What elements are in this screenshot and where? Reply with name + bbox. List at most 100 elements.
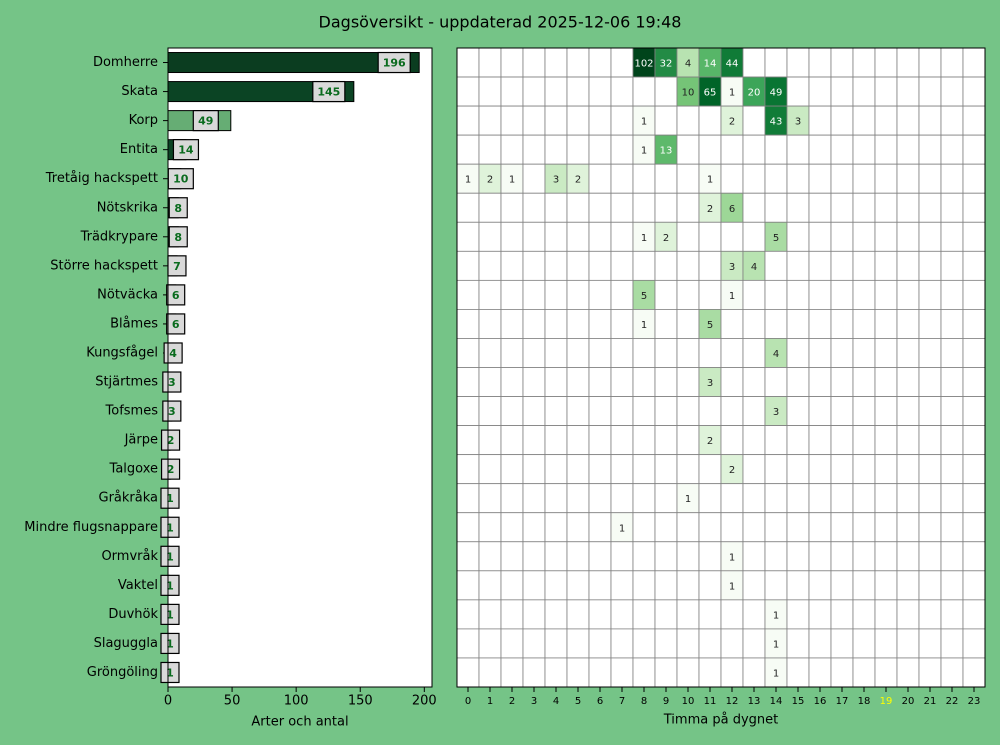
- x-tick-label: 20: [902, 696, 915, 707]
- empty-cell: [764, 512, 788, 543]
- cell-label: 2: [729, 465, 735, 476]
- value-label: 1: [166, 550, 174, 563]
- empty-cell: [544, 76, 568, 107]
- empty-cell: [654, 657, 678, 688]
- empty-cell: [830, 250, 854, 281]
- empty-cell: [742, 367, 766, 397]
- empty-cell: [698, 105, 722, 136]
- empty-cell: [456, 76, 480, 107]
- empty-cell: [566, 279, 590, 310]
- empty-cell: [852, 163, 876, 194]
- empty-cell: [544, 512, 568, 543]
- empty-cell: [478, 47, 502, 78]
- empty-cell: [500, 76, 524, 107]
- empty-cell: [588, 570, 612, 601]
- empty-cell: [566, 309, 590, 339]
- empty-cell: [478, 309, 502, 339]
- value-label-box: [168, 226, 188, 248]
- y-tick-label: Skata: [121, 84, 158, 99]
- empty-cell: [698, 221, 722, 252]
- empty-cell: [874, 105, 898, 136]
- empty-cell: [896, 541, 920, 572]
- empty-cell: [720, 425, 744, 456]
- empty-cell: [830, 309, 854, 339]
- empty-cell: [610, 483, 634, 514]
- empty-cell: [830, 425, 854, 456]
- empty-cell: [874, 309, 898, 339]
- empty-cell: [874, 47, 898, 78]
- empty-cell: [522, 628, 546, 659]
- empty-cell: [808, 657, 832, 688]
- empty-cell: [566, 396, 590, 426]
- empty-cell: [654, 367, 678, 397]
- empty-cell: [852, 221, 876, 252]
- empty-cell: [676, 279, 700, 310]
- empty-cell: [676, 105, 700, 136]
- x-tick-label: 18: [858, 696, 871, 707]
- empty-cell: [742, 134, 766, 165]
- empty-cell: [588, 628, 612, 659]
- y-tick-label: Gråkråka: [99, 491, 159, 506]
- value-label-box: [160, 603, 180, 625]
- empty-cell: [544, 250, 568, 281]
- empty-cell: [830, 105, 854, 136]
- empty-cell: [632, 338, 656, 368]
- cell-label: 3: [773, 407, 779, 418]
- empty-cell: [808, 570, 832, 601]
- value-label-box: [192, 110, 219, 132]
- empty-cell: [742, 454, 766, 485]
- empty-cell: [610, 570, 634, 601]
- empty-cell: [522, 163, 546, 194]
- empty-cell: [786, 628, 810, 659]
- empty-cell: [764, 309, 788, 339]
- empty-cell: [500, 425, 524, 456]
- x-tick-label: 100: [284, 694, 309, 709]
- value-label: 1: [166, 608, 174, 621]
- y-tick-label: Kungsfågel: [86, 345, 158, 360]
- empty-cell: [874, 599, 898, 630]
- empty-cell: [478, 454, 502, 485]
- empty-cell: [698, 483, 722, 514]
- empty-cell: [588, 221, 612, 252]
- empty-cell: [830, 47, 854, 78]
- value-label: 7: [173, 260, 181, 273]
- cell-label: 2: [487, 175, 493, 186]
- empty-cell: [676, 599, 700, 630]
- empty-cell: [720, 396, 744, 426]
- empty-cell: [830, 396, 854, 426]
- empty-cell: [918, 221, 942, 252]
- empty-cell: [940, 163, 964, 194]
- value-label: 6: [172, 289, 180, 302]
- empty-cell: [962, 454, 986, 485]
- empty-cell: [500, 454, 524, 485]
- empty-cell: [632, 512, 656, 543]
- empty-cell: [940, 483, 964, 514]
- empty-cell: [742, 309, 766, 339]
- empty-cell: [940, 76, 964, 107]
- empty-cell: [940, 541, 964, 572]
- empty-cell: [940, 512, 964, 543]
- cell-label: 2: [575, 175, 581, 186]
- empty-cell: [522, 192, 546, 223]
- cell-label: 3: [553, 175, 559, 186]
- empty-cell: [676, 367, 700, 397]
- empty-cell: [808, 163, 832, 194]
- empty-cell: [610, 192, 634, 223]
- empty-cell: [478, 192, 502, 223]
- x-tick-label: 0: [164, 694, 172, 709]
- empty-cell: [566, 541, 590, 572]
- empty-cell: [654, 454, 678, 485]
- empty-cell: [566, 338, 590, 368]
- empty-cell: [764, 134, 788, 165]
- empty-cell: [566, 221, 590, 252]
- x-tick-label: 3: [531, 696, 537, 707]
- empty-cell: [588, 250, 612, 281]
- empty-cell: [544, 599, 568, 630]
- empty-cell: [852, 192, 876, 223]
- value-label-box: [160, 487, 180, 509]
- empty-cell: [808, 512, 832, 543]
- empty-cell: [874, 541, 898, 572]
- chart-title: Dagsöversikt - uppdaterad 2025-12-06 19:…: [319, 13, 682, 32]
- empty-cell: [632, 657, 656, 688]
- cell-label: 1: [773, 610, 779, 621]
